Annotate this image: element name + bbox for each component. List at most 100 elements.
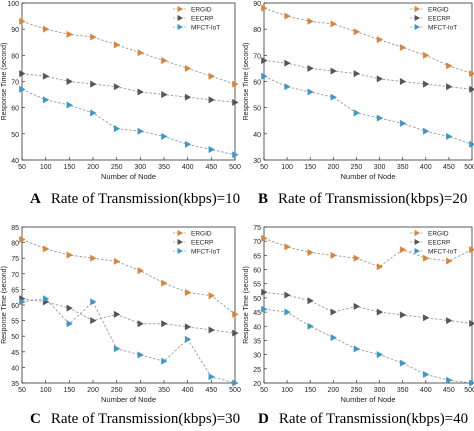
panel-b-x-tick-label: 100 <box>281 164 293 171</box>
panel-d-series-ergid-line <box>263 237 473 268</box>
panel-a-series-eecrp-point <box>137 88 144 96</box>
panel-a-series-mfct-iot-point <box>66 101 73 109</box>
panel-d-y-tick-label: 75 <box>253 225 261 232</box>
panel-c-y-tick-label: 75 <box>11 256 19 263</box>
panel-a-y-tick-label: 70 <box>11 80 19 87</box>
panel-c-series-eecrp-point <box>208 326 215 334</box>
panel-a-series-eecrp-point <box>208 96 215 104</box>
panel-b-x-axis-label: Number of Node <box>340 172 395 181</box>
panel-letter-c: C <box>30 411 41 427</box>
panel-b-series-mfct-iot-point <box>261 72 268 80</box>
panel-b-x-tick-label: 450 <box>443 164 455 171</box>
panel-d-x-tick-label: 5000 <box>464 387 474 394</box>
panel-caption-a: A Rate of Transmission(kbps)=10 <box>30 191 240 208</box>
panel-caption-a-text: Rate of Transmission(kbps)=10 <box>50 191 241 207</box>
panel-d-series-eecrp-point <box>423 314 430 322</box>
panel-d-legend-label: ERGID <box>428 231 449 238</box>
panel-c-series-eecrp-point <box>66 304 73 312</box>
panel-d-x-tick-label: 200 <box>327 387 339 394</box>
panel-c-y-tick-label: 65 <box>11 287 19 294</box>
panel-caption-c: C Rate of Transmission(kbps)=30 <box>30 411 240 428</box>
panel-d-series-eecrp-line <box>263 291 473 324</box>
panel-d-y-tick-label: 30 <box>253 353 261 360</box>
panel-b-x-tick-label: 250 <box>351 164 363 171</box>
panel-b-series-eecrp-line <box>263 60 473 90</box>
panel-b-series-mfct-iot-point <box>376 114 384 122</box>
panel-c-series-eecrp-point <box>161 320 168 328</box>
panel-b-legend-label: ERGID <box>428 7 449 14</box>
panel-b-x-tick-label: 200 <box>327 164 339 171</box>
panel-caption-d-text: Rate of Transmission(kbps)=40 <box>278 411 469 427</box>
panel-b-series-ergid-line <box>263 7 473 75</box>
panel-a-legend-label: EECRP <box>191 16 213 23</box>
panel-d-series-ergid-point <box>284 243 291 251</box>
panel-c-x-tick-label: 500 <box>229 387 241 394</box>
panel-c-series-mfct-iot-line <box>21 298 236 384</box>
panel-letter-d: D <box>258 411 269 427</box>
panel-a-legend-label: MFCT-IoT <box>191 25 220 32</box>
panel-letter-a: A <box>30 191 41 207</box>
panel-d-x-tick-label: 250 <box>351 387 363 394</box>
panel-a-series-ergid-point <box>161 57 168 65</box>
panel-a-y-tick-label: 40 <box>11 158 19 165</box>
panel-d-series-mfct-iot-point <box>376 351 384 359</box>
panel-b-series-ergid-point <box>353 28 361 36</box>
panel-a-x-tick-label: 100 <box>40 164 52 171</box>
panel-c-series-eecrp-point <box>137 320 144 328</box>
panel-a-series-mfct-iot-point <box>19 85 26 93</box>
panel-a-legend-label: ERGID <box>191 7 212 14</box>
panel-c-series-mfct-iot-point <box>19 298 26 306</box>
panel-d-series-ergid-point <box>376 263 384 271</box>
panel-a-x-tick-label: 150 <box>63 164 75 171</box>
panel-d-y-tick-label: 35 <box>253 338 261 345</box>
panel-c-series-ergid-point <box>113 257 121 265</box>
panel-b-legend-marker <box>414 23 421 31</box>
panel-b-x-tick-label: 50 <box>260 164 268 171</box>
panel-d-y-tick-label: 20 <box>253 381 261 388</box>
panel-d-series-ergid-point <box>330 251 337 259</box>
panel-b-y-tick-label: 90 <box>253 1 261 8</box>
panel-a-series-ergid-point <box>232 80 239 88</box>
panel-letter-b: B <box>258 191 269 207</box>
panel-c-y-tick-label: 55 <box>11 319 19 326</box>
panel-d-series-mfct-iot-point <box>446 376 453 384</box>
panel-c-y-tick-label: 40 <box>11 365 19 372</box>
panel-c-series-eecrp-point <box>90 317 97 325</box>
panel-c-series-eecrp-point <box>184 323 192 331</box>
panel-b-series-eecrp-point <box>469 85 474 93</box>
panel-d-series-mfct-iot-point <box>423 370 430 379</box>
panel-d-legend-marker <box>414 229 421 237</box>
panel-a-series-mfct-iot-point <box>42 96 50 104</box>
panel-caption-d: D Rate of Transmission(kbps)=40 <box>258 411 468 428</box>
panel-a-legend-marker <box>177 14 184 22</box>
panel-d-legend-marker <box>414 238 421 246</box>
panel-d-y-tick-label: 65 <box>253 253 261 260</box>
panel-c-y-axis-label: Response Time (second) <box>1 266 8 344</box>
panel-b-x-tick-label: 400 <box>420 164 432 171</box>
panel-b-series-ergid-point <box>307 17 314 25</box>
panel-c-legend-marker <box>177 238 184 246</box>
panel-c-series-ergid-point <box>208 292 215 300</box>
panel-d-y-axis-label: Response Time (second) <box>243 266 250 344</box>
panel-b-series-ergid-point <box>284 12 291 20</box>
panel-a-y-tick-label: 90 <box>11 27 19 34</box>
panel-a-series-mfct-iot-point <box>113 125 121 133</box>
panel-b-chart: 30 40 50 60 70 80 90 50 100 150 200 250 300 350 400 450… <box>243 1 474 181</box>
panel-b-series-ergid-point <box>399 43 407 52</box>
panel-b-series-mfct-iot-point <box>423 127 430 135</box>
panel-a-series-ergid-point <box>208 72 215 80</box>
panel-d-series-eecrp-point <box>376 308 384 316</box>
panel-b-y-tick-label: 80 <box>253 27 261 34</box>
panel-d-series-eecrp-point <box>284 291 291 299</box>
panel-d-x-tick-label: 400 <box>420 387 432 394</box>
panel-b-y-tick-label: 30 <box>253 158 261 165</box>
panel-a-series-mfct-iot-point <box>161 132 168 140</box>
panel-d-x-tick-label: 150 <box>304 387 316 394</box>
panel-c-series-ergid-line <box>21 239 236 315</box>
panel-b-legend-marker <box>414 5 421 13</box>
panel-c-series-eecrp-line <box>21 298 236 334</box>
panel-d-series-ergid-point <box>399 246 407 254</box>
panel-c-x-tick-label: 150 <box>63 387 75 394</box>
panel-d-axes-frame <box>263 226 473 384</box>
